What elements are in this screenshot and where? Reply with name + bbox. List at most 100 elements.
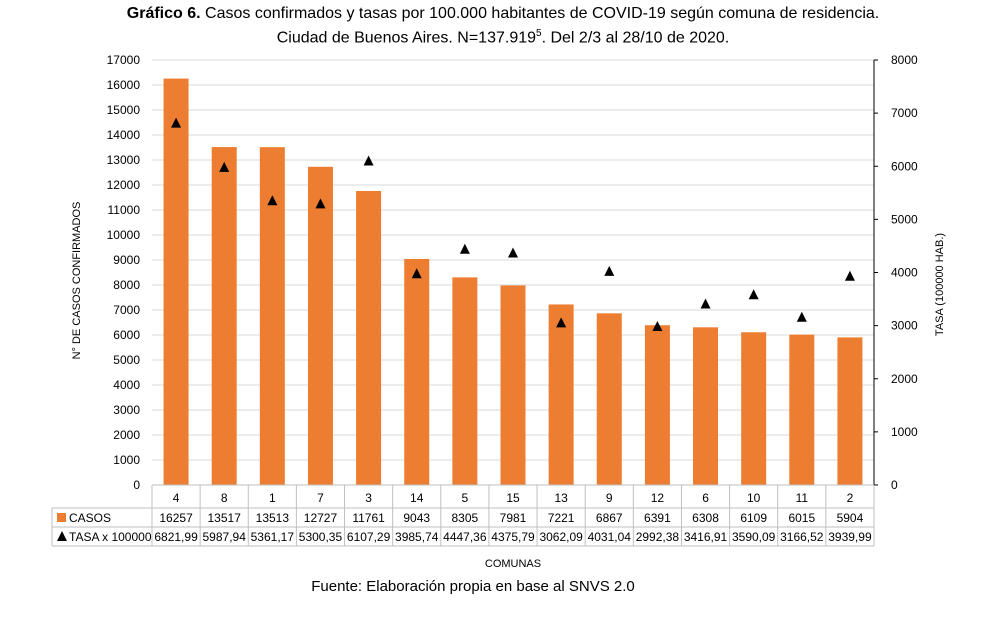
x-tick-label: 12 bbox=[651, 491, 665, 505]
bar-casos-comuna-7 bbox=[307, 166, 333, 485]
marker-tasa-comuna-9 bbox=[604, 265, 615, 276]
table-cell-casos: 12727 bbox=[304, 511, 338, 525]
marker-tasa-comuna-13 bbox=[556, 317, 567, 328]
x-tick-label: 3 bbox=[365, 491, 372, 505]
marker-tasa-comuna-7 bbox=[315, 198, 326, 209]
table-cell-tasa: 5361,17 bbox=[251, 530, 295, 544]
table-cell-tasa: 4031,04 bbox=[588, 530, 632, 544]
marker-tasa-comuna-2 bbox=[844, 270, 855, 281]
y-tick-label: 11000 bbox=[108, 203, 141, 217]
title-line2-a: Ciudad de Buenos Aires. N=137.919 bbox=[276, 29, 537, 47]
y-tick-label: 1000 bbox=[113, 453, 140, 467]
legend-key-casos bbox=[57, 513, 66, 522]
y-tick-label: 7000 bbox=[113, 303, 140, 317]
y-tick-label: 13000 bbox=[107, 153, 141, 167]
table-cell-tasa: 3166,52 bbox=[780, 530, 824, 544]
marker-tasa-comuna-3 bbox=[363, 155, 374, 166]
table-cell-casos: 7981 bbox=[500, 511, 527, 525]
table-cell-casos: 8305 bbox=[452, 511, 479, 525]
y-axis-title: N° DE CASOS CONFIRMADOS bbox=[71, 202, 83, 360]
y2-tick-label: 7000 bbox=[891, 106, 918, 120]
table-cell-casos: 6867 bbox=[596, 511, 623, 525]
x-tick-label: 10 bbox=[747, 491, 761, 505]
chart-title: Gráfico 6. Casos confirmados y tasas por… bbox=[0, 4, 1006, 48]
y-tick-label: 12000 bbox=[107, 178, 141, 192]
table-cell-casos: 7221 bbox=[548, 511, 575, 525]
x-tick-label: 9 bbox=[606, 491, 613, 505]
marker-tasa-comuna-14 bbox=[411, 268, 422, 279]
table-cell-tasa: 3062,09 bbox=[539, 530, 583, 544]
legend-label-tasa: TASA x 100000 bbox=[69, 530, 152, 544]
title-line2-b: . Del 2/3 al 28/10 de 2020. bbox=[541, 29, 730, 47]
legend-label-casos: CASOS bbox=[69, 511, 111, 525]
y2-axis-title: TASA (100000 HAB.) bbox=[934, 233, 946, 336]
table-cell-casos: 9043 bbox=[403, 511, 430, 525]
x-axis-title: COMUNAS bbox=[485, 558, 541, 570]
y2-tick-label: 3000 bbox=[891, 319, 918, 333]
bar-casos-comuna-10 bbox=[741, 332, 767, 485]
bar-casos-comuna-3 bbox=[356, 190, 382, 485]
table-cell-tasa: 3939,99 bbox=[828, 530, 872, 544]
x-tick-label: 5 bbox=[462, 491, 469, 505]
x-tick-label: 7 bbox=[317, 491, 324, 505]
table-cell-casos: 6109 bbox=[740, 511, 767, 525]
table-cell-casos: 6391 bbox=[644, 511, 671, 525]
marker-tasa-comuna-15 bbox=[508, 247, 518, 258]
y-tick-label: 14000 bbox=[107, 128, 141, 142]
table-cell-casos: 6308 bbox=[692, 511, 719, 525]
y-tick-label: 0 bbox=[133, 478, 140, 492]
marker-tasa-comuna-10 bbox=[748, 289, 759, 300]
x-tick-label: 15 bbox=[506, 491, 520, 505]
bar-casos-comuna-5 bbox=[452, 277, 478, 485]
y2-tick-label: 2000 bbox=[891, 372, 918, 386]
table-cell-tasa: 4375,79 bbox=[491, 530, 535, 544]
bar-casos-comuna-12 bbox=[644, 325, 670, 485]
x-tick-label: 2 bbox=[847, 491, 854, 505]
table-cell-casos: 6015 bbox=[788, 511, 815, 525]
marker-tasa-comuna-5 bbox=[459, 243, 470, 254]
table-cell-casos: 13513 bbox=[256, 511, 290, 525]
marker-tasa-comuna-8 bbox=[219, 161, 230, 172]
y-tick-label: 8000 bbox=[113, 278, 140, 292]
y-tick-label: 5000 bbox=[113, 353, 140, 367]
bar-casos-comuna-14 bbox=[404, 258, 430, 485]
y2-tick-label: 1000 bbox=[891, 425, 918, 439]
table-cell-tasa: 4447,36 bbox=[443, 530, 487, 544]
y-tick-label: 16000 bbox=[107, 78, 141, 92]
y2-tick-label: 8000 bbox=[891, 53, 918, 67]
y-tick-label: 2000 bbox=[113, 428, 140, 442]
y-tick-label: 9000 bbox=[113, 253, 140, 267]
title-prefix: Gráfico 6. bbox=[126, 5, 201, 22]
y-tick-label: 3000 bbox=[113, 403, 140, 417]
marker-tasa-comuna-1 bbox=[267, 195, 278, 206]
x-tick-label: 1 bbox=[269, 491, 276, 505]
y2-tick-label: 0 bbox=[891, 478, 898, 492]
x-tick-label: 11 bbox=[796, 491, 809, 505]
title-superscript: 5 bbox=[536, 28, 542, 39]
table-cell-tasa: 5300,35 bbox=[299, 530, 343, 544]
x-tick-label: 4 bbox=[173, 491, 180, 505]
table-cell-tasa: 6107,29 bbox=[347, 530, 391, 544]
table-cell-casos: 16257 bbox=[159, 511, 193, 525]
bar-casos-comuna-9 bbox=[596, 313, 622, 485]
y2-tick-label: 4000 bbox=[891, 266, 918, 280]
table-cell-casos: 5904 bbox=[837, 511, 864, 525]
marker-tasa-comuna-4 bbox=[171, 117, 182, 128]
table-cell-tasa: 3985,74 bbox=[395, 530, 439, 544]
table-cell-tasa: 2992,38 bbox=[636, 530, 680, 544]
table-cell-casos: 11761 bbox=[352, 511, 385, 525]
y-tick-label: 6000 bbox=[113, 328, 140, 342]
bar-casos-comuna-6 bbox=[693, 327, 719, 485]
source-note: Fuente: Elaboración propia en base al SN… bbox=[311, 578, 635, 595]
table-cell-tasa: 5987,94 bbox=[203, 530, 247, 544]
y-tick-label: 4000 bbox=[113, 378, 140, 392]
x-tick-label: 14 bbox=[410, 491, 424, 505]
x-tick-label: 6 bbox=[702, 491, 709, 505]
table-cell-tasa: 3590,09 bbox=[732, 530, 776, 544]
table-cell-tasa: 6821,99 bbox=[154, 530, 198, 544]
y-tick-label: 10000 bbox=[107, 228, 141, 242]
table-cell-tasa: 3416,91 bbox=[684, 530, 728, 544]
marker-tasa-comuna-12 bbox=[652, 321, 663, 332]
x-tick-label: 13 bbox=[554, 491, 568, 505]
